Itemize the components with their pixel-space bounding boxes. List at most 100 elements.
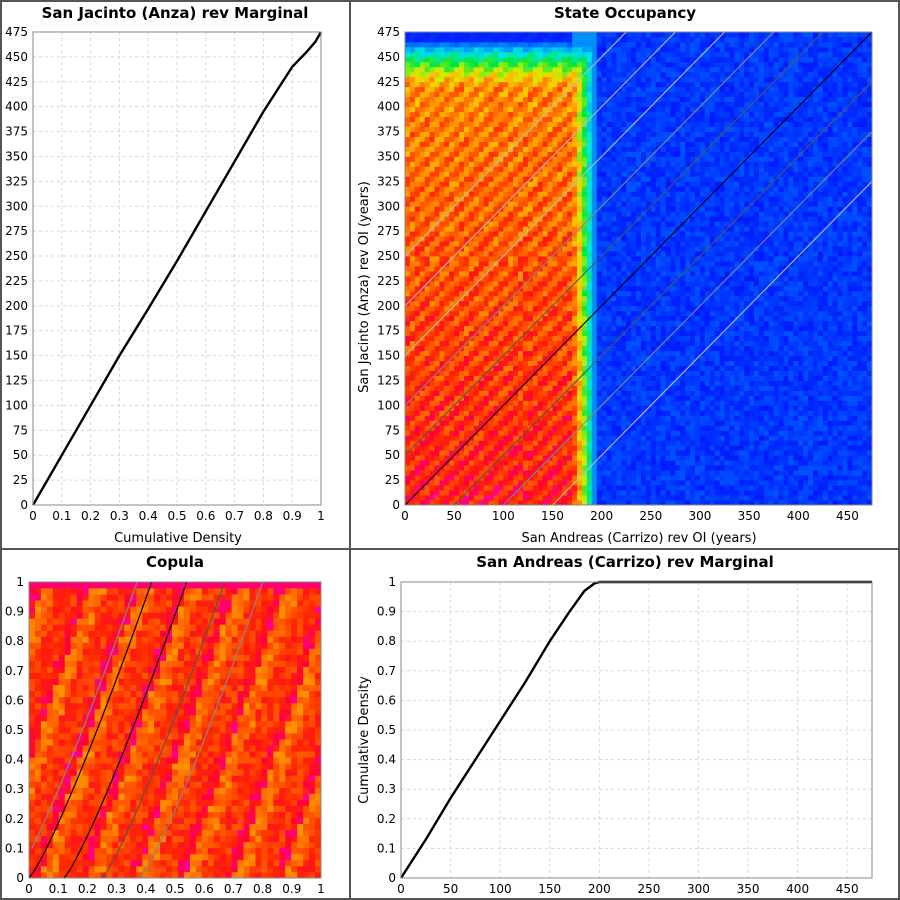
heatmap-cell [414, 460, 421, 466]
heatmap-cell [655, 256, 662, 262]
heatmap-cell [542, 325, 548, 332]
heatmap-cell [429, 196, 435, 202]
heatmap-cell [552, 261, 558, 267]
sj-marginal-ytick-label: 300 [5, 199, 28, 213]
heatmap-cell [547, 46, 553, 53]
heatmap-cell [591, 480, 598, 486]
heatmap-cell [557, 136, 563, 142]
heatmap-cell [547, 290, 553, 297]
heatmap-cell [586, 91, 593, 98]
heatmap-cell [508, 91, 514, 98]
heatmap-cell [537, 320, 544, 327]
heatmap-cell [419, 500, 426, 506]
heatmap-cell [518, 141, 524, 147]
heatmap-cell [522, 275, 529, 282]
heatmap-cell [601, 440, 607, 446]
heatmap-cell [463, 146, 470, 152]
heatmap-cell [626, 485, 632, 491]
heatmap-cell [419, 126, 426, 132]
heatmap-cell [601, 420, 607, 426]
heatmap-cell [459, 465, 465, 471]
heatmap-cell [493, 171, 499, 177]
heatmap-cell [572, 166, 578, 172]
heatmap-cell [498, 285, 504, 292]
heatmap-cell [503, 41, 509, 48]
heatmap-cell [650, 500, 657, 506]
heatmap-cell [473, 56, 480, 63]
heatmap-cell [473, 32, 480, 38]
heatmap-cell [581, 186, 588, 192]
heatmap-cell [522, 61, 529, 68]
heatmap-cell [616, 475, 622, 481]
heatmap-cell [508, 290, 514, 297]
heatmap-cell [532, 76, 539, 83]
heatmap-cell [503, 166, 509, 172]
heatmap-cell [532, 56, 539, 63]
heatmap-cell [527, 186, 534, 192]
heatmap-cell [473, 395, 480, 401]
heatmap-cell [626, 186, 632, 192]
heatmap-cell [537, 191, 544, 197]
heatmap-cell [405, 126, 411, 132]
heatmap-cell [434, 275, 440, 282]
heatmap-cell [522, 76, 529, 83]
heatmap-cell [631, 445, 637, 451]
heatmap-cell [508, 126, 514, 132]
heatmap-cell [518, 305, 524, 312]
heatmap-cell [459, 355, 465, 362]
heatmap-cell [508, 206, 514, 212]
heatmap-cell [434, 181, 440, 187]
heatmap-cell [483, 365, 489, 371]
heatmap-cell [498, 76, 504, 83]
heatmap-cell [503, 56, 509, 63]
heatmap-cell [518, 201, 524, 207]
heatmap-cell [577, 430, 583, 436]
heatmap-cell [636, 490, 642, 496]
heatmap-cell [606, 166, 612, 172]
heatmap-cell [498, 141, 504, 147]
heatmap-cell [645, 320, 652, 327]
heatmap-cell [542, 131, 548, 137]
heatmap-cell [586, 41, 593, 48]
heatmap-cell [473, 101, 480, 108]
heatmap-cell [596, 146, 603, 152]
heatmap-cell [503, 360, 509, 366]
heatmap-cell [601, 191, 607, 197]
heatmap-cell [601, 415, 607, 421]
heatmap-cell [439, 251, 445, 257]
heatmap-cell [513, 280, 519, 287]
heatmap-cell [522, 365, 529, 371]
heatmap-cell [527, 295, 534, 302]
heatmap-cell [626, 61, 632, 68]
heatmap-cell [414, 480, 421, 486]
heatmap-cell [488, 41, 494, 48]
heatmap-cell [527, 136, 534, 142]
heatmap-cell [488, 91, 494, 98]
heatmap-cell [606, 435, 612, 441]
heatmap-cell [473, 36, 480, 43]
heatmap-cell [513, 131, 519, 137]
heatmap-cell [601, 71, 607, 78]
heatmap-cell [596, 475, 603, 481]
heatmap-cell [567, 325, 573, 332]
heatmap-cell [468, 221, 475, 227]
heatmap-cell [626, 116, 632, 123]
heatmap-cell [547, 325, 553, 332]
heatmap-cell [586, 221, 593, 227]
heatmap-cell [527, 500, 534, 506]
heatmap-cell [478, 116, 485, 123]
heatmap-cell [562, 475, 568, 481]
heatmap-cell [463, 51, 470, 58]
heatmap-cell [606, 290, 612, 297]
heatmap-cell [532, 380, 539, 386]
heatmap-cell [405, 485, 411, 491]
heatmap-cell [409, 161, 416, 167]
heatmap-cell [562, 420, 568, 426]
heatmap-cell [419, 380, 426, 386]
heatmap-cell [508, 460, 514, 466]
heatmap-cell [577, 380, 583, 386]
heatmap-cell [532, 430, 539, 436]
heatmap-cell [405, 310, 411, 317]
heatmap-cell [439, 136, 445, 142]
heatmap-cell [572, 320, 578, 327]
